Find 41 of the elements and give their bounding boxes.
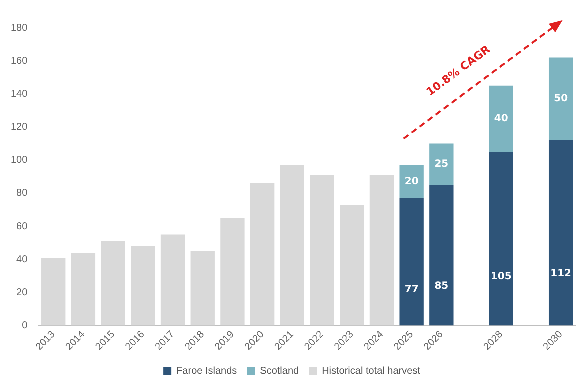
bar [310, 175, 334, 326]
bar [370, 175, 394, 326]
bar [548, 140, 574, 326]
legend-label: Scotland [260, 366, 300, 377]
data-label: 40 [494, 114, 508, 125]
bar [280, 165, 305, 326]
y-tick-label: 160 [10, 56, 28, 67]
y-tick-label: 60 [16, 221, 28, 232]
bar [400, 165, 424, 198]
bar [340, 205, 364, 326]
data-label: 105 [490, 272, 512, 283]
bar [101, 241, 126, 326]
bar [190, 251, 215, 326]
data-label: 77 [404, 284, 419, 296]
data-label: 85 [434, 281, 449, 292]
bar [489, 152, 514, 326]
y-tick-label: 120 [10, 122, 28, 134]
y-tick-label: 0 [22, 320, 28, 332]
legend-label: Faroe Islands [176, 366, 238, 377]
bar [250, 184, 275, 326]
bar [430, 185, 454, 326]
bar [400, 198, 424, 326]
bar [220, 218, 245, 326]
y-tick-label: 80 [16, 188, 28, 200]
y-tick-label: 140 [10, 88, 28, 100]
bar [42, 258, 66, 326]
y-tick-label: 180 [10, 22, 28, 34]
bar [160, 234, 186, 326]
y-tick-label: 40 [16, 254, 28, 266]
data-label: 20 [404, 176, 419, 188]
y-tick-label: 20 [16, 287, 28, 298]
bar [548, 58, 574, 140]
bar [430, 144, 454, 186]
bar [131, 246, 156, 326]
data-label: 112 [550, 268, 572, 280]
data-label: 50 [554, 94, 568, 105]
legend-label: Historical total harvest [322, 366, 421, 377]
y-tick-label: 100 [10, 155, 28, 166]
data-label: 25 [434, 159, 449, 170]
bar [489, 86, 514, 152]
bar [71, 252, 96, 326]
